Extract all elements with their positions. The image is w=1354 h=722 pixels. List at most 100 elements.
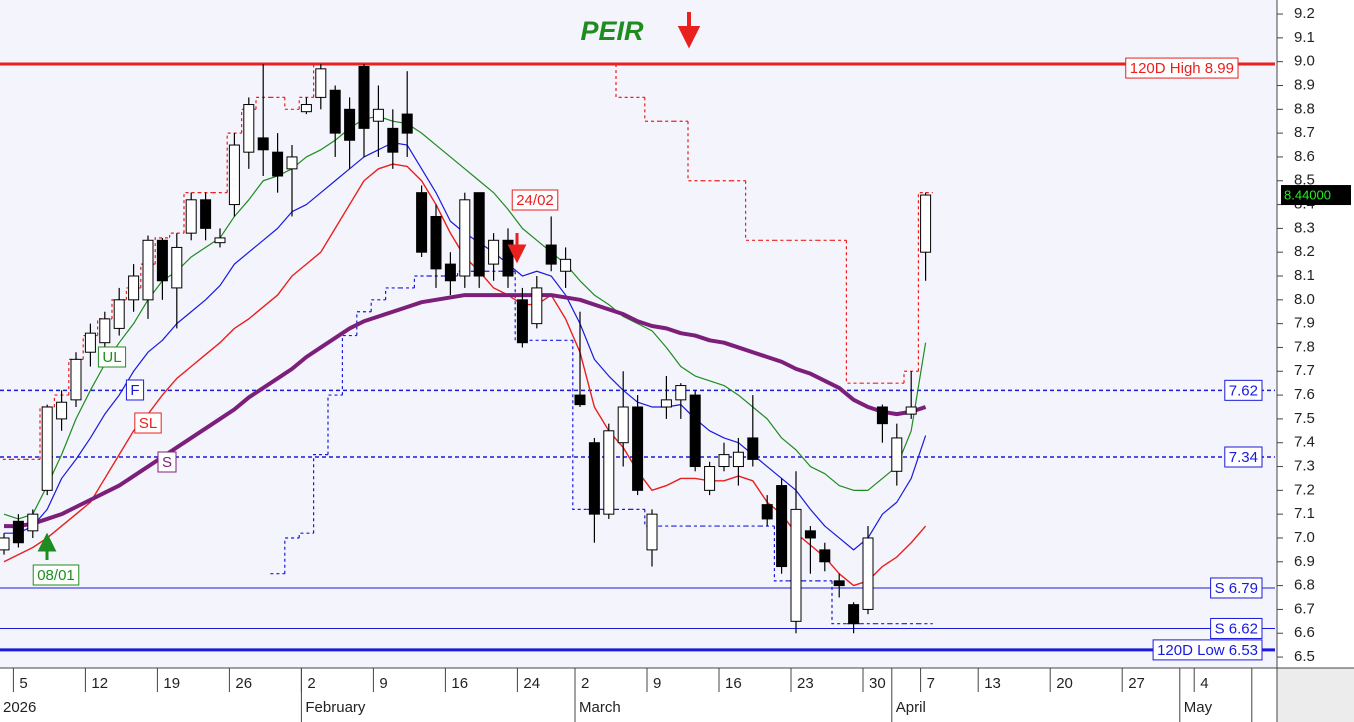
candle-body — [128, 275, 140, 301]
chart-layer: 6.5 6.6 6.7 6.8 6.9 7.0 7.1 7.2 7.3 7.4 7.5 7.6 7.7 7… — [0, 5, 1351, 722]
candle-body — [387, 127, 399, 153]
axis-corner — [1277, 668, 1354, 722]
series-label-box — [125, 379, 145, 401]
y-tick-label: 7.5 — [1294, 410, 1315, 427]
x-tick-label: 27 — [1128, 675, 1145, 692]
candle-body — [488, 239, 500, 265]
candle-body — [416, 192, 428, 253]
y-tick-label: 9.2 — [1294, 5, 1315, 22]
x-tick-label: 5 — [19, 675, 27, 692]
candle-body — [185, 199, 197, 234]
y-tick-label: 8.9 — [1294, 76, 1315, 93]
level-label-box — [1210, 617, 1263, 639]
series-label-box — [134, 412, 162, 434]
stop-line — [313, 63, 328, 98]
stop-line — [745, 180, 760, 241]
y-tick-label: 8.1 — [1294, 267, 1315, 284]
y-tick-label: 7.8 — [1294, 338, 1315, 355]
stop-line — [644, 97, 660, 122]
candle-body — [545, 244, 557, 265]
last-price-box — [1281, 185, 1351, 206]
level-label: 7.62 — [1229, 382, 1258, 399]
y-tick-label: 8.8 — [1294, 100, 1315, 117]
candle-body — [732, 451, 744, 468]
candle-body — [905, 406, 917, 415]
x-tick-label: 30 — [869, 675, 886, 692]
y-tick-label: 7.2 — [1294, 481, 1315, 498]
x-tick-label: 2 — [581, 675, 589, 692]
candle-body — [344, 108, 356, 141]
stop-line — [241, 108, 256, 134]
annotation: 24/02 — [516, 192, 554, 209]
stop-line — [831, 580, 847, 625]
x-tick-label: 2 — [307, 675, 315, 692]
candle-body — [718, 454, 730, 468]
annotation-box — [32, 564, 80, 586]
candle-body — [228, 144, 240, 206]
stop-line — [773, 526, 789, 582]
x-tick-label: 16 — [451, 675, 468, 692]
candle-body — [646, 513, 658, 551]
stop-line — [82, 334, 98, 360]
level-label-box — [1224, 446, 1263, 468]
y-tick-label: 7.6 — [1294, 386, 1315, 403]
y-tick-label: 7.4 — [1294, 434, 1315, 451]
y-tick-label: 6.9 — [1294, 553, 1315, 570]
stop-line — [327, 394, 343, 455]
x-tick-label: 26 — [235, 675, 252, 692]
stop-line — [845, 240, 861, 384]
stop-line — [917, 192, 933, 372]
candle-body — [12, 520, 24, 544]
y-tick-label: 8.6 — [1294, 148, 1315, 165]
series-label: F — [130, 382, 139, 399]
candle-body — [819, 549, 831, 563]
candle-body — [214, 237, 226, 244]
level-label-box — [1125, 57, 1239, 79]
candle-body — [70, 358, 82, 401]
y-tick-label: 9.1 — [1294, 29, 1315, 46]
stop-line — [313, 454, 328, 534]
candle-body — [704, 466, 716, 491]
candle-body — [574, 394, 586, 406]
candle-body — [675, 385, 687, 401]
candle-body — [516, 299, 528, 344]
stop-line — [111, 299, 127, 319]
month-label: March — [579, 699, 621, 716]
stop-line — [687, 121, 703, 182]
candle-body — [329, 89, 341, 134]
candle-body — [41, 406, 53, 491]
level-label: S 6.79 — [1215, 580, 1258, 597]
candle-body — [27, 513, 39, 532]
level-label: 120D High 8.99 — [1130, 60, 1234, 77]
stop-line — [572, 340, 588, 510]
candle-body — [603, 430, 615, 515]
y-tick-label: 8.2 — [1294, 243, 1315, 260]
candle-body — [876, 406, 888, 425]
candle-body — [862, 537, 874, 610]
x-tick-label: 13 — [984, 675, 1001, 692]
y-tick-label: 7.0 — [1294, 529, 1315, 546]
candle-body — [660, 399, 672, 408]
candle-body — [502, 239, 514, 277]
plot-area — [0, 0, 1277, 668]
candle-body — [56, 401, 68, 420]
candle-body — [891, 437, 903, 472]
x-tick-label: 9 — [653, 675, 661, 692]
candle-body — [156, 239, 168, 282]
month-label: 2026 — [3, 699, 36, 716]
candle-body — [401, 113, 413, 134]
y-tick-label: 9.0 — [1294, 53, 1315, 70]
chart-title: PEIR — [580, 16, 644, 46]
candle-body — [200, 199, 212, 229]
month-label: April — [896, 699, 926, 716]
stop-line — [615, 64, 631, 99]
candle-body — [257, 137, 269, 151]
candle-body — [833, 580, 845, 587]
candle-body — [142, 239, 154, 301]
y-tick-label: 7.1 — [1294, 505, 1315, 522]
y-tick-label: 6.6 — [1294, 624, 1315, 641]
candle-body — [632, 406, 644, 491]
candle-body — [444, 263, 456, 282]
candle-body — [848, 604, 860, 625]
candle-body — [430, 215, 442, 270]
